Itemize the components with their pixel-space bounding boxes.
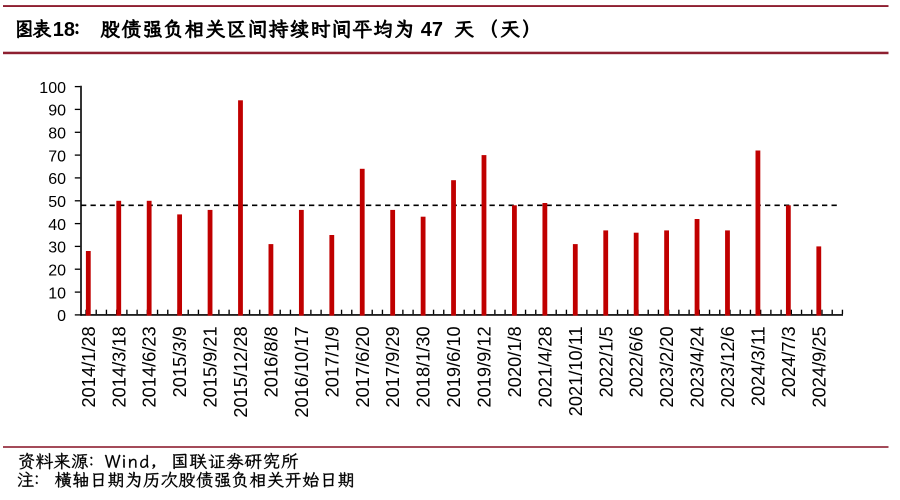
svg-text:2015/12/28: 2015/12/28: [230, 326, 251, 417]
svg-text:2014/6/23: 2014/6/23: [139, 326, 160, 407]
svg-text:2014/3/18: 2014/3/18: [108, 326, 129, 407]
svg-text:2019/9/12: 2019/9/12: [474, 326, 495, 407]
svg-text:40: 40: [48, 217, 66, 234]
svg-text:100: 100: [39, 80, 66, 97]
svg-text:2016/8/8: 2016/8/8: [260, 326, 281, 397]
svg-text:30: 30: [48, 240, 66, 257]
svg-text:2021/10/11: 2021/10/11: [565, 326, 586, 416]
svg-text:60: 60: [48, 171, 66, 188]
svg-text:2021/4/28: 2021/4/28: [534, 326, 555, 407]
svg-text:2014/1/28: 2014/1/28: [78, 326, 99, 407]
svg-text:50: 50: [48, 194, 66, 211]
svg-text:90: 90: [48, 103, 66, 120]
svg-text:47: 47: [421, 19, 443, 41]
svg-text:2017/6/20: 2017/6/20: [352, 326, 373, 407]
svg-text:80: 80: [48, 126, 66, 143]
svg-text:70: 70: [48, 148, 66, 165]
svg-text:2019/6/10: 2019/6/10: [443, 326, 464, 407]
svg-text:0: 0: [57, 308, 66, 325]
svg-text:2024/9/25: 2024/9/25: [808, 326, 829, 407]
svg-text:2024/3/11: 2024/3/11: [747, 326, 768, 406]
svg-text:2023/4/24: 2023/4/24: [687, 326, 708, 407]
svg-text:2024/7/3: 2024/7/3: [778, 326, 799, 397]
svg-text:2017/1/9: 2017/1/9: [321, 326, 342, 397]
svg-text:10: 10: [48, 285, 66, 302]
svg-text:2016/10/17: 2016/10/17: [291, 326, 312, 417]
svg-text:2020/1/8: 2020/1/8: [504, 326, 525, 397]
svg-text:18: 18: [53, 19, 75, 41]
svg-text:2023/2/20: 2023/2/20: [656, 326, 677, 407]
svg-text:2022/6/6: 2022/6/6: [626, 326, 647, 397]
svg-text:2015/9/21: 2015/9/21: [200, 326, 221, 407]
svg-text:2022/1/5: 2022/1/5: [595, 326, 616, 397]
svg-text:2017/9/29: 2017/9/29: [382, 326, 403, 407]
svg-text:2018/1/30: 2018/1/30: [413, 326, 434, 407]
svg-text:2015/3/9: 2015/3/9: [169, 326, 190, 397]
svg-text:20: 20: [48, 262, 66, 279]
svg-text:2023/12/6: 2023/12/6: [717, 326, 738, 407]
